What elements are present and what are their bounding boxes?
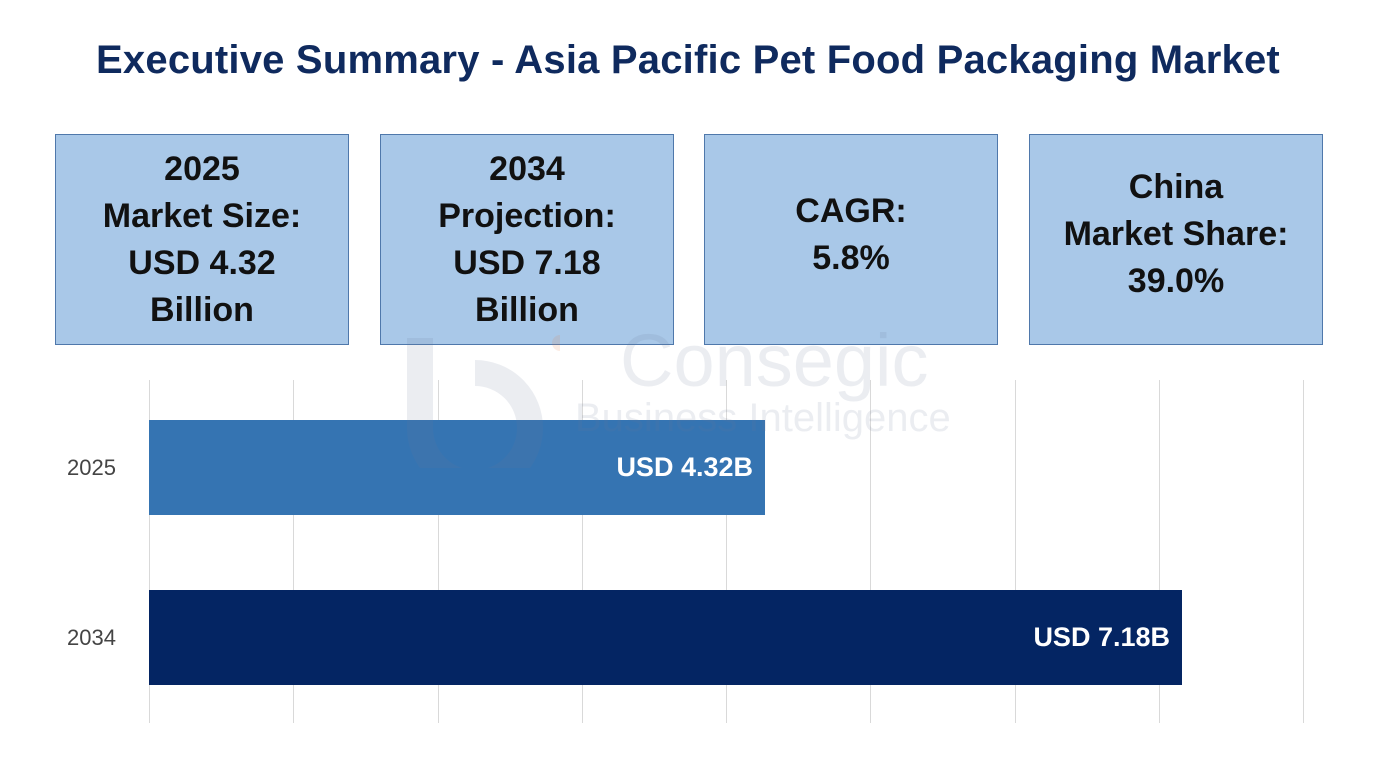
cagr-card: CAGR: 5.8% (704, 134, 998, 345)
gridline (438, 380, 439, 723)
page-title: Executive Summary - Asia Pacific Pet Foo… (96, 38, 1280, 82)
category-label-2025: 2025 (67, 455, 116, 480)
category-label-2034: 2034 (67, 625, 116, 650)
bar-2034: USD 7.18B (149, 590, 1182, 685)
gridline (870, 380, 871, 723)
gridline (293, 380, 294, 723)
gridline (726, 380, 727, 723)
bar-2025: USD 4.32B (149, 420, 765, 515)
bar-label-2034: USD 7.18B (1033, 622, 1170, 652)
bar-chart: 2025 USD 4.32B 2034 USD 7.18B (0, 380, 1376, 725)
market-size-card: 2025 Market Size: USD 4.32 Billion (55, 134, 349, 345)
gridline (149, 380, 150, 723)
projection-card: 2034 Projection: USD 7.18 Billion (380, 134, 674, 345)
gridline (1015, 380, 1016, 723)
market-size-text: 2025 Market Size: USD 4.32 Billion (102, 149, 302, 329)
cagr-text: CAGR: 5.8% (795, 191, 907, 277)
projection-text: 2034 Projection: USD 7.18 Billion (438, 149, 616, 329)
gridline (1159, 380, 1160, 723)
gridline (582, 380, 583, 723)
china-share-text: China Market Share: 39.0% (1063, 168, 1289, 300)
bar-label-2025: USD 4.32B (616, 452, 753, 482)
gridline (1303, 380, 1304, 723)
china-share-card: China Market Share: 39.0% (1029, 134, 1323, 345)
